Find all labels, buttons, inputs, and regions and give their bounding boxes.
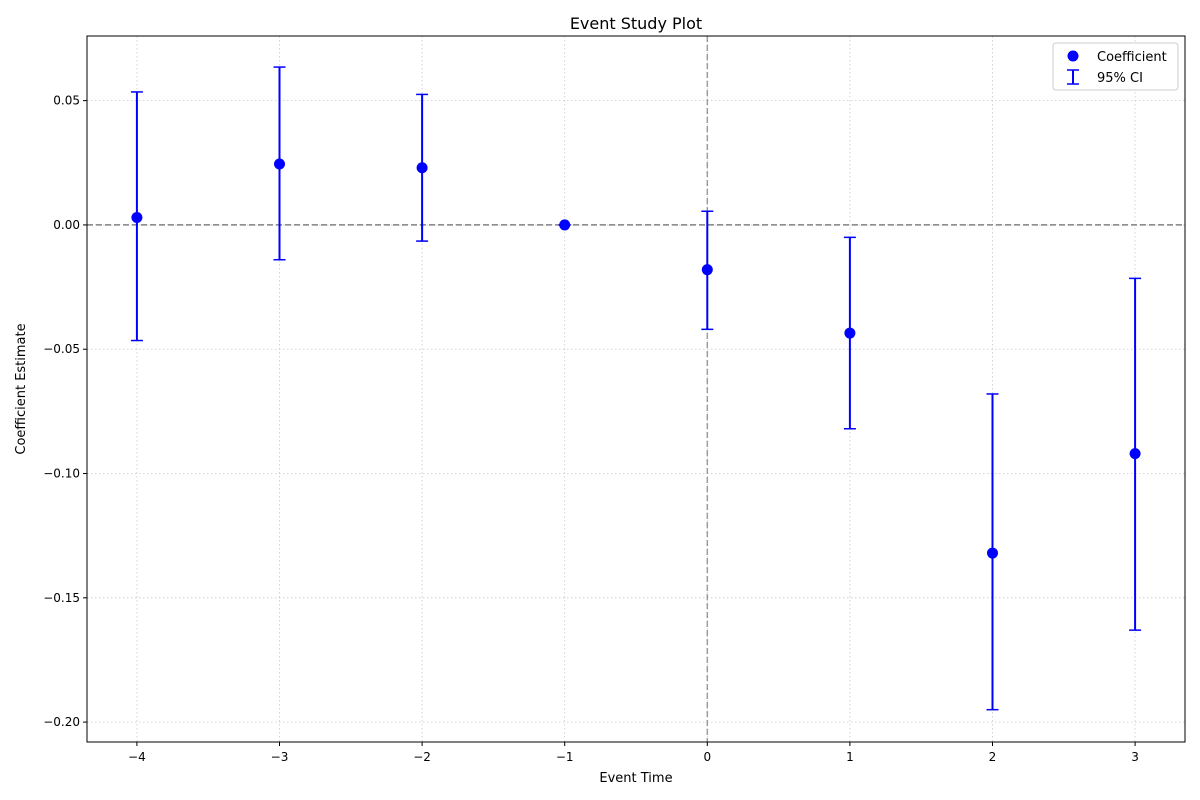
legend-ci-marker <box>1067 69 1079 85</box>
legend-box <box>1052 42 1179 91</box>
y-tick-label: 0.00 <box>53 218 80 232</box>
plot-frame <box>86 35 1186 743</box>
reference-lines <box>87 36 1185 742</box>
x-tick-label: 2 <box>989 750 997 764</box>
coefficient-point <box>701 264 713 276</box>
coefficient-points <box>131 158 1141 559</box>
x-tick-label: −4 <box>128 750 146 764</box>
legend-ci-label: 95% CI <box>1097 71 1143 86</box>
x-tick-label: 1 <box>846 750 854 764</box>
x-tick-label: −2 <box>413 750 431 764</box>
x-tick-label: 3 <box>1131 750 1139 764</box>
x-tick-label: 0 <box>703 750 711 764</box>
y-tick-label: −0.15 <box>43 591 80 605</box>
legend-coefficient-marker <box>1067 50 1079 62</box>
grid-lines <box>87 36 1185 742</box>
coefficient-point <box>416 162 428 174</box>
y-tick-label: −0.05 <box>43 342 80 356</box>
legend-coefficient-label: Coefficient <box>1097 50 1167 65</box>
coefficient-point <box>131 211 143 223</box>
coefficient-point <box>844 327 856 339</box>
y-tick-label: −0.20 <box>43 715 80 729</box>
x-tick-label: −3 <box>271 750 289 764</box>
y-tick-label: 0.05 <box>53 94 80 108</box>
legend: Coefficient 95% CI <box>1052 42 1179 91</box>
x-axis-title: Event Time <box>599 771 672 786</box>
coefficient-point <box>274 158 286 170</box>
coefficient-point <box>986 547 998 559</box>
y-tick-label: −0.10 <box>43 467 80 481</box>
coefficient-point <box>559 219 571 231</box>
y-axis-title: Coefficient Estimate <box>14 323 29 454</box>
x-axis-ticks: −4 −3 −2 −1 0 1 2 3 <box>128 742 1139 764</box>
chart-title: Event Study Plot <box>570 14 702 33</box>
coefficient-point <box>1129 448 1141 460</box>
y-axis-ticks: −0.20 −0.15 −0.10 −0.05 0.00 0.05 <box>43 94 87 729</box>
x-tick-label: −1 <box>556 750 574 764</box>
